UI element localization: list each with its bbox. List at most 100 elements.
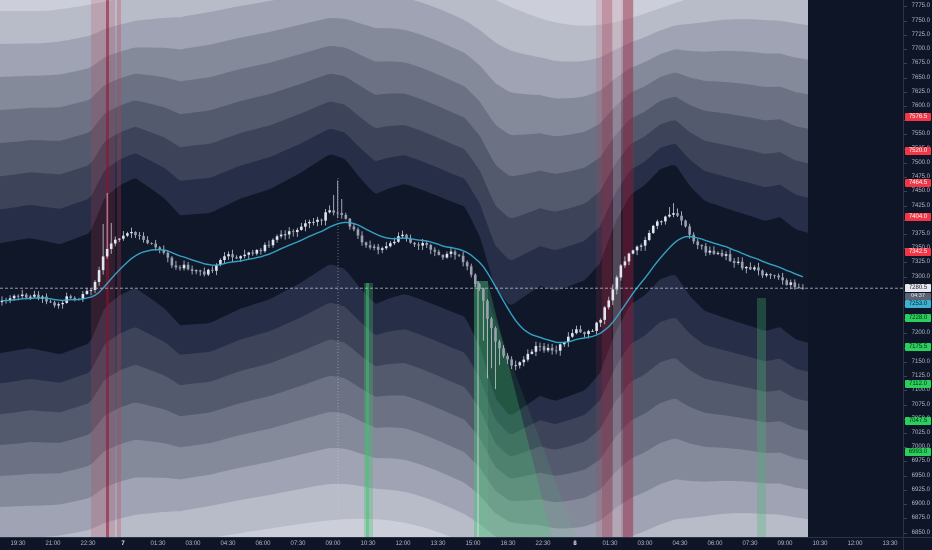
price-tick <box>904 49 907 51</box>
price-tick <box>904 77 907 79</box>
price-tick <box>904 489 907 491</box>
price-axis-label: 7025.0 <box>911 429 930 436</box>
axis-corner <box>903 537 932 550</box>
price-tick <box>904 191 907 193</box>
time-axis-label: 13:30 <box>430 541 446 547</box>
time-axis-label: 09:00 <box>777 541 793 547</box>
price-axis-label: 7150.0 <box>911 358 930 365</box>
envelope-bands-layer <box>0 0 808 537</box>
price-tick <box>904 404 907 406</box>
time-axis-label: 13:30 <box>882 541 898 547</box>
price-tick <box>904 63 907 65</box>
price-axis-label: 7375.0 <box>911 230 930 237</box>
level-badge-red: 7404.0 <box>905 213 931 221</box>
time-axis-label: 22:30 <box>535 541 551 547</box>
time-axis-label: 21:00 <box>45 541 61 547</box>
level-badge-red: 7464.5 <box>905 179 931 187</box>
time-axis-label: 06:00 <box>255 541 271 547</box>
price-tick <box>904 34 907 36</box>
price-axis-label: 7725.0 <box>911 31 930 38</box>
price-tick <box>904 504 907 506</box>
time-axis-label: 06:00 <box>707 541 723 547</box>
price-axis-label: 7600.0 <box>911 103 930 109</box>
level-badge-green: 7112.0 <box>905 380 931 388</box>
price-tick <box>904 518 907 520</box>
price-axis-label: 7200.0 <box>911 330 930 337</box>
price-axis-label: 7000.0 <box>912 444 930 451</box>
price-axis-label: 7675.0 <box>911 60 930 67</box>
price-axis-label: 7125.0 <box>911 373 930 380</box>
price-tick <box>904 333 907 335</box>
time-axis-label: 07:30 <box>290 541 306 547</box>
ma-value-badge: 7253.0 <box>905 300 931 308</box>
time-axis-label: 16:30 <box>500 541 516 547</box>
candles-layer <box>0 180 805 390</box>
price-tick <box>904 390 907 392</box>
price-tick <box>904 461 907 463</box>
price-tick <box>904 233 907 235</box>
ma-line <box>1 221 804 344</box>
time-axis-label: 19:30 <box>10 541 26 547</box>
time-axis-label: 12:00 <box>395 541 411 547</box>
crosshair-lines <box>337 178 479 537</box>
level-badge-red: 7576.5 <box>905 113 931 121</box>
price-axis[interactable]: 7775.0 7750.0 7725.0 7700.0 7675.0 7650.0 7625… <box>903 0 932 537</box>
time-axis-day-label: 7 <box>121 541 125 547</box>
price-axis-label: 7650.0 <box>911 74 930 81</box>
price-tick <box>904 532 907 534</box>
price-axis-label: 7450.0 <box>911 188 930 195</box>
time-axis-label: 03:00 <box>637 541 653 547</box>
level-badge-red: 7520.0 <box>905 147 931 155</box>
level-badge-green: 7047.5 <box>905 417 931 425</box>
level-badge-red: 7342.5 <box>905 248 931 256</box>
price-axis-label: 7775.0 <box>911 3 930 10</box>
last-price-badge: 7280.5 <box>905 284 931 292</box>
price-tick <box>904 447 907 449</box>
level-badge-green: 6993.0 <box>905 448 931 456</box>
price-tick <box>904 106 907 107</box>
time-axis-label: 22:30 <box>80 541 96 547</box>
time-axis-label: 03:00 <box>185 541 201 547</box>
time-axis-label: 10:30 <box>812 541 828 547</box>
price-axis-label: 7300.0 <box>911 273 930 280</box>
price-axis-label: 7625.0 <box>911 88 930 95</box>
price-axis-label: 7475.0 <box>911 174 930 181</box>
time-axis-label: 01:30 <box>150 541 166 547</box>
price-tick <box>904 276 907 278</box>
price-tick <box>904 162 907 164</box>
price-tick <box>904 432 907 434</box>
time-axis-label: 15:00 <box>465 541 481 547</box>
price-chart-canvas[interactable] <box>0 0 903 537</box>
time-axis-label: 07:30 <box>742 541 758 547</box>
price-tick <box>904 6 907 8</box>
time-axis-day-label: 8 <box>573 541 577 547</box>
session-highlights-layer <box>91 0 766 537</box>
price-axis-label: 7750.0 <box>911 17 930 24</box>
price-tick <box>904 205 907 207</box>
bar-countdown-badge: 04:37 <box>905 292 931 300</box>
time-axis-label: 04:30 <box>672 541 688 547</box>
time-axis-label: 01:30 <box>602 541 618 547</box>
time-axis-label: 10:30 <box>360 541 376 547</box>
level-badge-green: 7175.5 <box>905 343 931 351</box>
price-axis-label: 7100.0 <box>911 387 930 394</box>
price-axis-label: 6975.0 <box>911 458 930 465</box>
price-axis-label: 7500.0 <box>911 159 930 166</box>
time-axis-label: 04:30 <box>220 541 236 547</box>
price-axis-label: 7700.0 <box>911 46 930 53</box>
price-tick <box>904 361 907 363</box>
price-axis-label: 6850.0 <box>911 529 930 536</box>
time-axis-label: 12:00 <box>847 541 863 547</box>
price-axis-label: 6925.0 <box>911 486 930 493</box>
time-axis[interactable]: 19:30 21:00 22:30 7 01:30 03:00 04:30 06:00 07:3… <box>0 537 932 550</box>
price-axis-label: 6950.0 <box>911 472 930 479</box>
price-tick <box>904 91 907 93</box>
price-axis-label: 7550.0 <box>911 131 930 138</box>
price-axis-label: 6900.0 <box>911 501 930 508</box>
level-badge-green: 7228.0 <box>905 314 931 322</box>
price-axis-label: 7425.0 <box>911 202 930 209</box>
price-axis-label: 6875.0 <box>911 515 930 522</box>
price-tick <box>904 20 907 22</box>
price-tick <box>904 376 907 378</box>
